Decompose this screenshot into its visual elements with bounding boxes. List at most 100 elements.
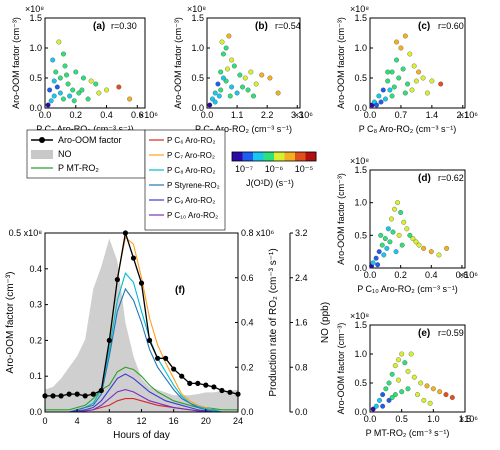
colorbar-tick: 10⁻⁷	[235, 164, 253, 174]
y-tick-label: 0.0	[191, 103, 204, 113]
scatter-point	[385, 226, 391, 232]
x-axis-label: P C₈ Aro-RO₂ (cm⁻³ s⁻¹)	[359, 124, 457, 134]
scatter-point	[386, 397, 392, 403]
scatter-point	[398, 45, 404, 51]
scatter-point	[436, 252, 442, 258]
x-tick-label: 0.7	[395, 110, 408, 120]
scatter-point	[399, 389, 405, 395]
y-axis-label: Aro-OOM factor (cm⁻³)	[336, 323, 346, 415]
scatter-point	[405, 368, 411, 374]
scatter-point	[392, 363, 398, 369]
x-axis-label: Hours of day	[113, 430, 170, 441]
scatter-point	[398, 210, 404, 215]
x-tick-label: 0.0	[364, 270, 377, 280]
scatter-point	[251, 93, 256, 99]
colorbar-segment	[253, 152, 264, 161]
scatter-point	[70, 87, 76, 93]
scatter-point	[413, 78, 419, 84]
x-tick-label: 0.0	[364, 414, 377, 424]
aro-oom-marker	[106, 337, 112, 343]
scatter-point	[391, 84, 397, 90]
y-axis-label: Aro-OOM factor (cm⁻³)	[336, 17, 346, 109]
y-tick-label: 0.4	[241, 318, 254, 328]
legend-label: P Styrene-RO₂	[167, 181, 220, 190]
scatter-point	[375, 262, 381, 268]
scatter-point	[79, 87, 85, 93]
y-tick-label: 0.5	[354, 378, 367, 388]
scatter-point	[384, 245, 390, 251]
scatter-point	[382, 236, 388, 242]
panel-label: (d)	[418, 173, 431, 184]
scatter-point	[73, 69, 79, 75]
legend-swatch-marker	[39, 137, 45, 143]
scatter-point	[394, 57, 399, 63]
y-tick-label: 0.3	[29, 300, 42, 310]
scatter-point	[234, 90, 240, 96]
scatter-point	[416, 69, 422, 75]
scatter-point	[443, 392, 449, 398]
no-area	[45, 238, 238, 412]
scatter-point	[226, 33, 232, 39]
y-tick-label: 1.0	[29, 43, 42, 53]
x-tick-label: 20	[201, 416, 211, 426]
aro-oom-marker	[227, 389, 233, 395]
scatter-point	[56, 39, 62, 45]
scatter-point	[393, 249, 399, 255]
y-tick-label: 1.5	[354, 165, 367, 175]
scatter-point	[389, 216, 394, 222]
scatter-point	[370, 260, 376, 266]
aro-oom-marker	[154, 355, 161, 361]
scatter-point	[53, 69, 59, 75]
scatter-point	[377, 397, 382, 403]
scatter-point	[390, 229, 396, 235]
scatter-point	[409, 87, 415, 93]
scatter-point	[413, 239, 419, 245]
scatter-point	[416, 242, 422, 248]
scatter-point	[379, 242, 385, 248]
x-axis-label: P C₁₀ Aro-RO₂ (cm⁻³ s⁻¹)	[357, 284, 458, 294]
scatter-point	[405, 386, 411, 392]
scatter-point	[242, 75, 248, 81]
scatter-point	[259, 72, 265, 78]
scatter-point	[449, 395, 455, 400]
scatter-point	[392, 206, 397, 212]
y-tick-label: 0.1	[29, 371, 42, 381]
y-tick-label: 2.4	[295, 273, 308, 283]
colorbar-tick: 10⁻⁵	[295, 164, 314, 174]
y-tick-label: 1.0	[354, 198, 367, 208]
y-axis-label: Aro-OOM factor (cm⁻³)	[11, 17, 21, 109]
y-tick-label: 0.0	[354, 103, 367, 113]
aro-oom-marker	[163, 355, 169, 361]
legend-box-right	[144, 129, 226, 231]
legend-label: P C₈ Aro-RO₂	[167, 166, 216, 175]
scatter-point	[71, 98, 77, 104]
scatter-point	[267, 75, 273, 81]
scatter-point	[428, 249, 434, 255]
legend-label: Aro-OOM factor	[58, 135, 122, 145]
scatter-point	[421, 397, 427, 403]
y-tick-label: 0.2	[29, 335, 42, 345]
x-tick-label: 0.0	[39, 110, 52, 120]
scatter-point	[405, 81, 411, 87]
aro-oom-marker	[82, 393, 88, 399]
y-tick-label: 0.0	[241, 407, 254, 417]
colorbar-segment	[274, 152, 285, 161]
scatter-point	[401, 219, 407, 225]
scatter-point	[429, 78, 435, 84]
x-tick-label: 0.2	[70, 110, 83, 120]
y-axis-label: Aro-OOM factor (cm⁻³)	[336, 173, 346, 265]
scatter-point	[96, 90, 102, 96]
x-tick-label: 0.6	[456, 270, 469, 280]
scatter-point	[116, 84, 122, 90]
scatter-point	[415, 392, 420, 398]
y-tick-label: 1.6	[295, 318, 308, 328]
aro-oom-marker	[66, 391, 72, 397]
scatter-point	[216, 93, 222, 99]
scatter-point	[275, 90, 281, 96]
x-tick-label: 1.4	[426, 110, 439, 120]
aro-oom-marker	[219, 387, 225, 394]
y-tick-label: 0.5 x10⁸	[9, 228, 43, 238]
scatter-point	[67, 93, 73, 99]
colorbar-segment	[284, 152, 296, 161]
scatter-point	[212, 90, 218, 96]
